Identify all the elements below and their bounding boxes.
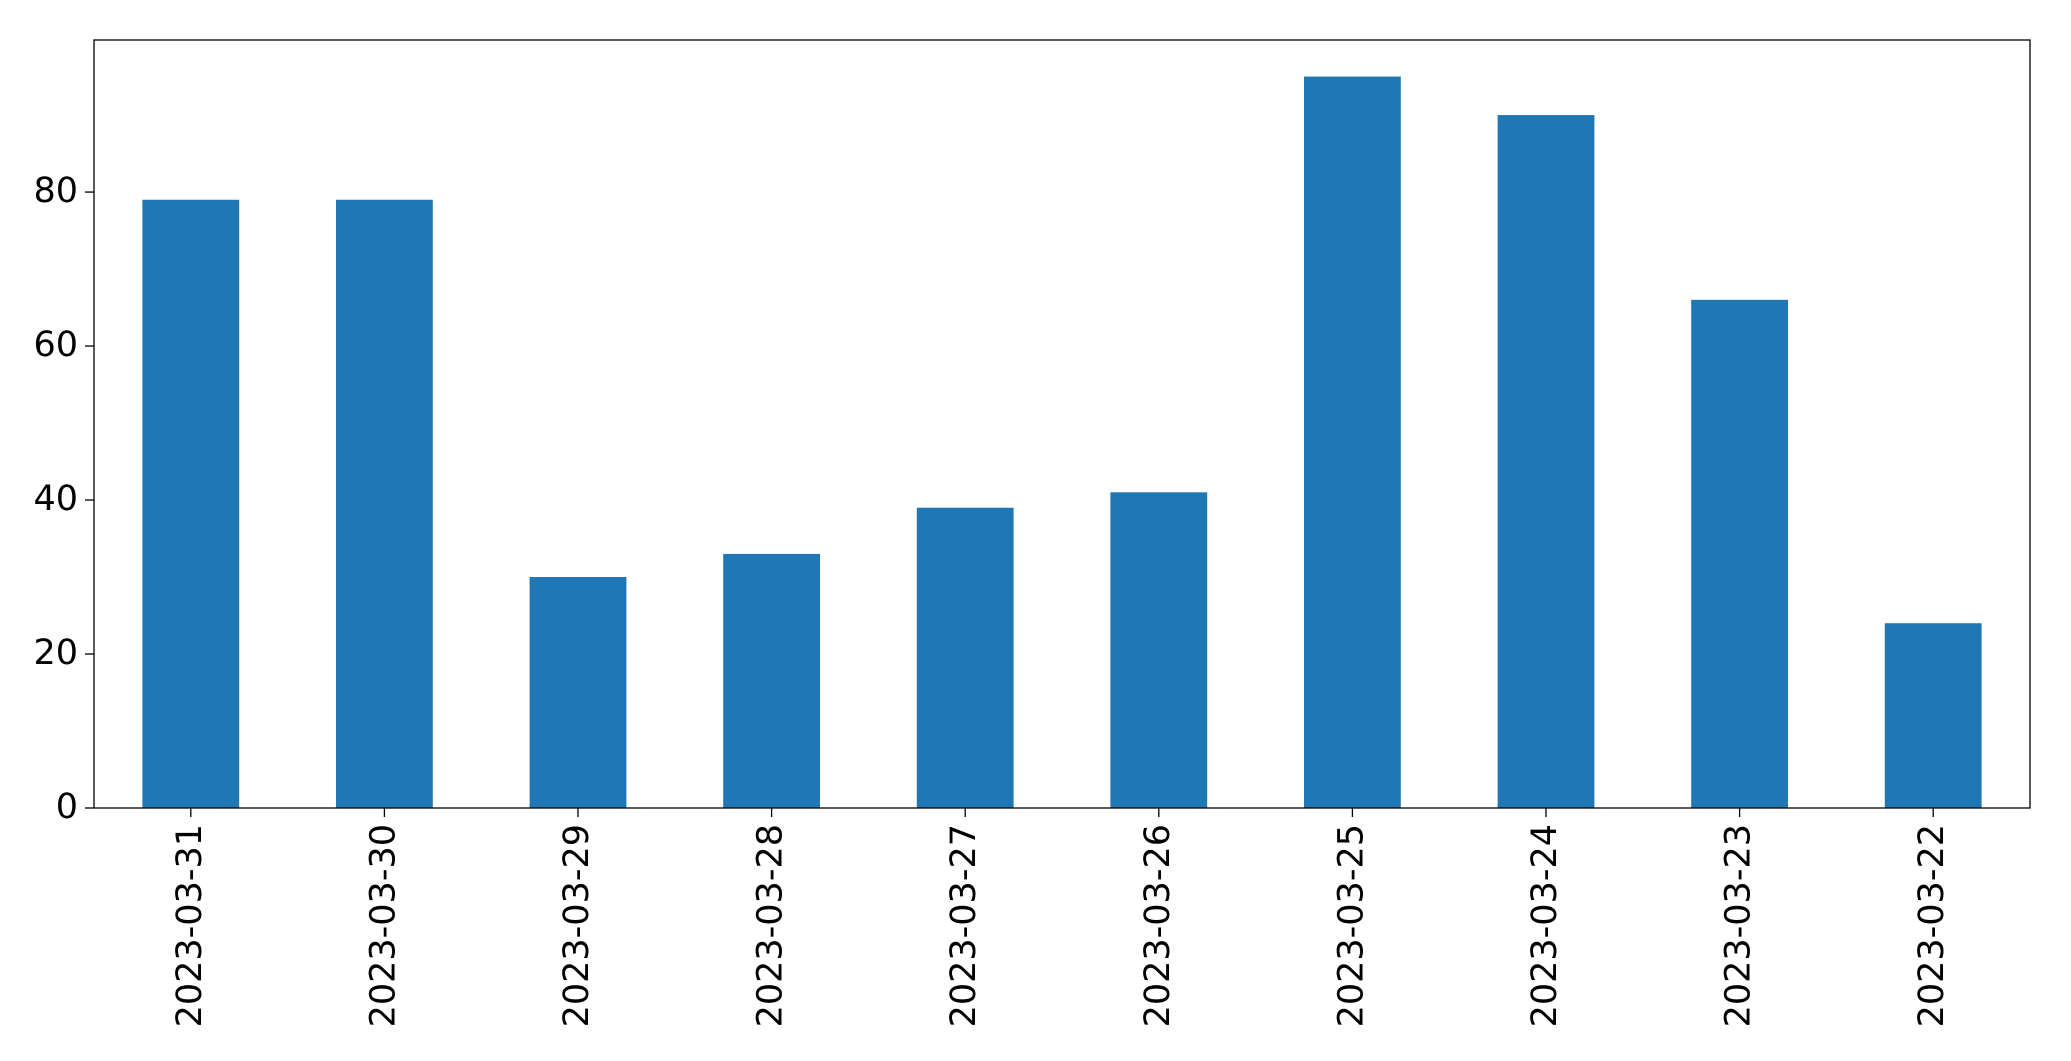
x-tick-label: 2023-03-23 — [1719, 824, 1759, 1027]
x-tick-label: 2023-03-30 — [363, 824, 403, 1027]
plot-frame — [93, 39, 2031, 809]
x-tick-label: 2023-03-26 — [1138, 824, 1178, 1027]
y-tick-label: 20 — [33, 633, 78, 673]
x-tick-label: 2023-03-24 — [1525, 824, 1565, 1027]
y-tick-label: 60 — [33, 325, 78, 365]
x-tick-label: 2023-03-27 — [944, 824, 984, 1027]
bar — [723, 553, 820, 808]
bar — [142, 199, 240, 808]
x-tick-label: 2023-03-22 — [1912, 824, 1952, 1027]
x-tick-label: 2023-03-29 — [557, 824, 597, 1027]
x-tick-label: 2023-03-28 — [751, 824, 791, 1027]
bar — [1691, 299, 1788, 808]
bar — [1304, 76, 1401, 809]
bar — [1110, 492, 1208, 808]
y-tick-label: 0 — [56, 787, 78, 827]
bar — [336, 199, 433, 808]
bar — [916, 507, 1014, 808]
y-tick-label: 80 — [33, 171, 78, 211]
x-tick-label: 2023-03-31 — [170, 824, 210, 1027]
x-tick-label: 2023-03-25 — [1331, 824, 1371, 1027]
y-tick-label: 40 — [33, 479, 78, 519]
bar — [1884, 623, 1982, 808]
bar — [1497, 115, 1595, 808]
bar — [529, 577, 627, 808]
